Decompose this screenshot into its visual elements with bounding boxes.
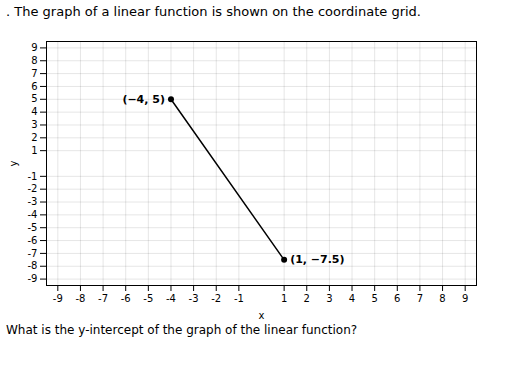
svg-text:7: 7 xyxy=(31,68,37,79)
html-text:What is the y-intercept of the: What is the y-intercept of the graph of … xyxy=(6,323,358,337)
svg-text:-8: -8 xyxy=(28,260,38,271)
svg-text:-2: -2 xyxy=(211,293,221,304)
svg-text:-4: -4 xyxy=(166,293,176,304)
svg-text:3: 3 xyxy=(31,119,37,130)
svg-text:-6: -6 xyxy=(121,293,131,304)
svg-text:8: 8 xyxy=(439,293,445,304)
svg-text:(−4, 5): (−4, 5) xyxy=(122,93,165,106)
svg-text:-1: -1 xyxy=(234,293,244,304)
svg-text:-4: -4 xyxy=(28,209,38,220)
svg-text:5: 5 xyxy=(31,93,37,104)
svg-text:9: 9 xyxy=(31,42,37,53)
svg-text:-7: -7 xyxy=(98,293,108,304)
svg-text:1: 1 xyxy=(31,145,37,156)
html-text:. The graph of a linear functi: . The graph of a linear function is show… xyxy=(6,4,421,19)
svg-text:2: 2 xyxy=(304,293,310,304)
svg-text:-9: -9 xyxy=(53,293,63,304)
svg-text:4: 4 xyxy=(349,293,355,304)
svg-text:5: 5 xyxy=(371,293,377,304)
svg-text:4: 4 xyxy=(31,106,37,117)
svg-text:9: 9 xyxy=(462,293,468,304)
svg-text:2: 2 xyxy=(31,132,37,143)
svg-text:y: y xyxy=(8,160,19,166)
svg-text:7: 7 xyxy=(417,293,423,304)
svg-text:-6: -6 xyxy=(28,235,38,246)
svg-text:-1: -1 xyxy=(28,171,38,182)
svg-text:-7: -7 xyxy=(28,248,38,259)
svg-text:6: 6 xyxy=(394,293,400,304)
svg-text:x: x xyxy=(259,310,265,321)
svg-text:-2: -2 xyxy=(28,183,38,194)
svg-text:-5: -5 xyxy=(143,293,153,304)
svg-text:3: 3 xyxy=(326,293,332,304)
svg-text:-3: -3 xyxy=(189,293,199,304)
svg-text:-5: -5 xyxy=(28,222,38,233)
svg-text:(1, −7.5): (1, −7.5) xyxy=(290,253,344,266)
svg-text:6: 6 xyxy=(31,81,37,92)
svg-text:-8: -8 xyxy=(75,293,85,304)
svg-text:1: 1 xyxy=(281,293,287,304)
svg-text:-9: -9 xyxy=(28,273,38,284)
svg-text:-3: -3 xyxy=(28,196,38,207)
svg-text:8: 8 xyxy=(31,55,37,66)
